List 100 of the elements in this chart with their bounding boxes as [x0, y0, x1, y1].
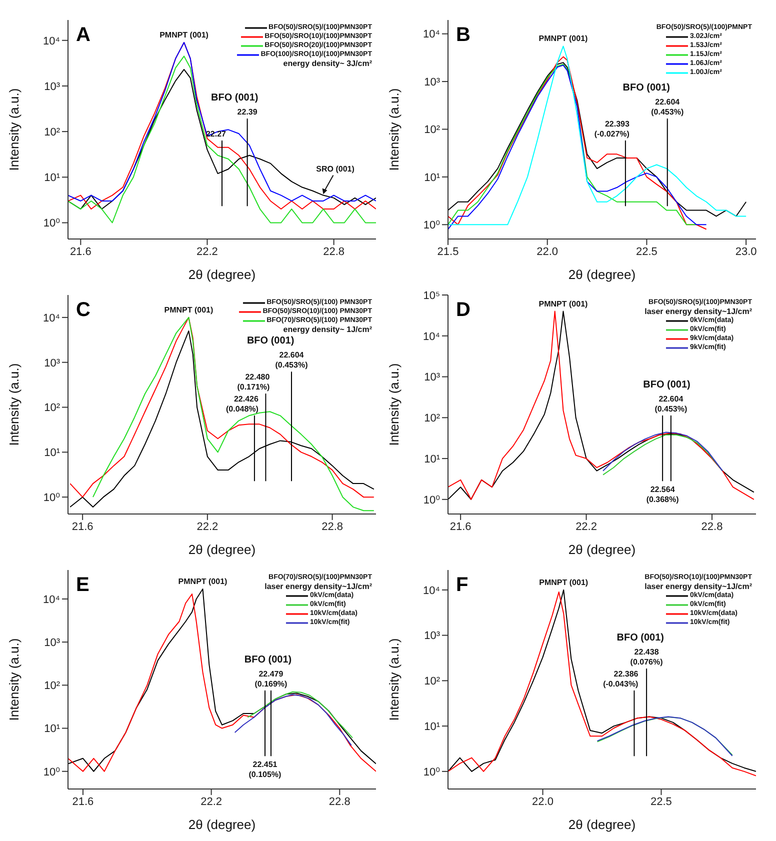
- y-tick-label: 10¹: [424, 720, 440, 733]
- x-tick-label: 22.8: [328, 796, 350, 808]
- y-tick-label: 10²: [44, 680, 60, 692]
- y-axis-title: Intensity (a.u.): [6, 638, 22, 721]
- x-tick-label: 22.5: [650, 796, 672, 808]
- y-tick-label: 10¹: [44, 447, 60, 460]
- y-tick-label: 10⁴: [423, 330, 440, 343]
- x-tick-label: 22.5: [636, 246, 658, 258]
- y-tick-label: 10⁰: [423, 220, 441, 232]
- x-tick-label: 22.8: [323, 246, 345, 258]
- y-tick-label: 10⁴: [423, 584, 440, 597]
- annotation: laser energy density~1J/cm²: [644, 582, 752, 591]
- ref-line-label: 22.426 (0.048%): [226, 394, 260, 414]
- annotation: BFO (001): [622, 82, 670, 94]
- x-tick-label: 21.6: [72, 520, 94, 533]
- y-tick-label: 10³: [44, 357, 60, 370]
- annotation: BFO (001): [211, 92, 258, 104]
- x-tick-label: 22.8: [701, 520, 723, 533]
- y-tick-label: 10³: [424, 76, 440, 88]
- chart-title: E: [76, 574, 90, 596]
- y-tick-label: 10¹: [424, 453, 440, 466]
- annotation: PMNPT (001): [538, 299, 588, 308]
- chart-title: C: [76, 299, 90, 321]
- x-axis-title: 2θ (degree): [568, 542, 636, 557]
- x-tick-label: 21.6: [72, 796, 94, 808]
- x-tick-label: 22.2: [200, 796, 222, 808]
- x-tick-label: 22.8: [322, 520, 344, 533]
- chart-title: A: [76, 24, 90, 46]
- annotation: PMNPT (001): [160, 30, 209, 40]
- chart-title: D: [456, 299, 470, 321]
- y-tick-label: 10⁰: [423, 766, 441, 778]
- y-tick-label: 10³: [424, 372, 440, 384]
- x-tick-label: 23.0: [735, 246, 757, 258]
- x-axis-title: 2θ (degree): [568, 817, 636, 832]
- x-axis-title: 2θ (degree): [188, 542, 256, 557]
- y-tick-label: 10²: [424, 676, 440, 688]
- ref-line-label: 22.604 (0.453%): [654, 394, 688, 414]
- y-tick-label: 10⁰: [423, 494, 441, 506]
- annotation: BFO (001): [244, 654, 292, 666]
- y-tick-label: 10⁴: [423, 28, 440, 41]
- annotation: laser energy density~1J/cm²: [264, 582, 372, 591]
- x-tick-label: 22.0: [536, 246, 558, 258]
- y-tick-label: 10⁰: [43, 218, 61, 230]
- annotation: laser energy density~1J/cm²: [644, 307, 752, 316]
- chart-title: B: [456, 24, 470, 46]
- annotation: BFO (001): [643, 379, 690, 390]
- y-tick-label: 10³: [424, 630, 440, 642]
- annotation: PMNPT (001): [164, 305, 214, 314]
- y-tick-label: 10⁰: [43, 492, 61, 504]
- y-axis-title: Intensity (a.u.): [6, 88, 22, 171]
- x-tick-label: 22.2: [196, 246, 218, 258]
- ref-line-label: 22.386 (-0.043%): [603, 669, 639, 688]
- line-series: [234, 694, 352, 746]
- y-tick-label: 10²: [44, 126, 60, 138]
- y-axis-title: Intensity (a.u.): [386, 638, 402, 721]
- annotation: BFO (001): [616, 632, 664, 644]
- ref-line-label: 22.604 (0.453%): [275, 350, 308, 370]
- y-tick-label: 10⁰: [43, 766, 61, 778]
- ref-line-label: 22.480 (0.171%): [237, 372, 270, 392]
- ref-line-label: 22.39: [237, 108, 258, 117]
- y-tick-label: 10³: [44, 80, 60, 93]
- x-tick-label: 21.6: [70, 246, 92, 258]
- annotation: energy density~ 3J/cm²: [283, 59, 372, 68]
- y-tick-label: 10⁵: [423, 290, 440, 302]
- x-tick-label: 21.6: [450, 520, 472, 533]
- y-tick-label: 10¹: [44, 723, 60, 736]
- x-axis-title: 2θ (degree): [188, 817, 256, 832]
- y-tick-label: 10⁴: [43, 594, 60, 606]
- y-tick-label: 10⁴: [43, 312, 60, 324]
- ref-line-label: 22.393 (-0.027%): [594, 119, 630, 138]
- y-tick-label: 10²: [44, 402, 60, 414]
- ref-line-label: 22.604 (0.453%): [651, 98, 684, 117]
- ref-line-label: 22.451 (0.105%): [248, 760, 282, 780]
- y-tick-label: 10⁴: [43, 35, 60, 48]
- annotation: energy density~ 1J/cm²: [283, 325, 372, 334]
- ref-line-label: 22.564 (0.368%): [646, 485, 680, 504]
- y-tick-label: 10²: [424, 412, 440, 425]
- chart-title: F: [456, 574, 468, 596]
- annotation: PMNPT (001): [178, 577, 228, 586]
- ref-line-label: 22.438 (0.076%): [630, 648, 664, 667]
- y-tick-label: 10¹: [424, 172, 440, 184]
- x-tick-label: 21.5: [437, 246, 459, 258]
- y-tick-label: 10³: [44, 636, 60, 649]
- line-series: [247, 691, 353, 738]
- annotation: BFO (001): [246, 336, 294, 347]
- y-axis-title: Intensity (a.u.): [386, 363, 402, 446]
- x-axis-title: 2θ (degree): [568, 267, 636, 282]
- annotation: SRO (001): [316, 164, 355, 174]
- y-tick-label: 10²: [424, 124, 440, 136]
- line-series: [68, 56, 376, 224]
- ref-line-label: 22.479 (0.169%): [254, 669, 288, 688]
- x-tick-label: 22.2: [576, 520, 597, 533]
- x-axis-title: 2θ (degree): [188, 267, 256, 282]
- x-tick-label: 22.2: [196, 520, 218, 533]
- y-axis-title: Intensity (a.u.): [386, 88, 402, 171]
- x-tick-label: 22.0: [532, 796, 554, 808]
- annotation: PMNPT (001): [538, 34, 588, 44]
- annotation: PMNPT (001): [539, 578, 588, 587]
- y-tick-label: 10¹: [44, 172, 60, 184]
- y-axis-title: Intensity (a.u.): [6, 363, 22, 446]
